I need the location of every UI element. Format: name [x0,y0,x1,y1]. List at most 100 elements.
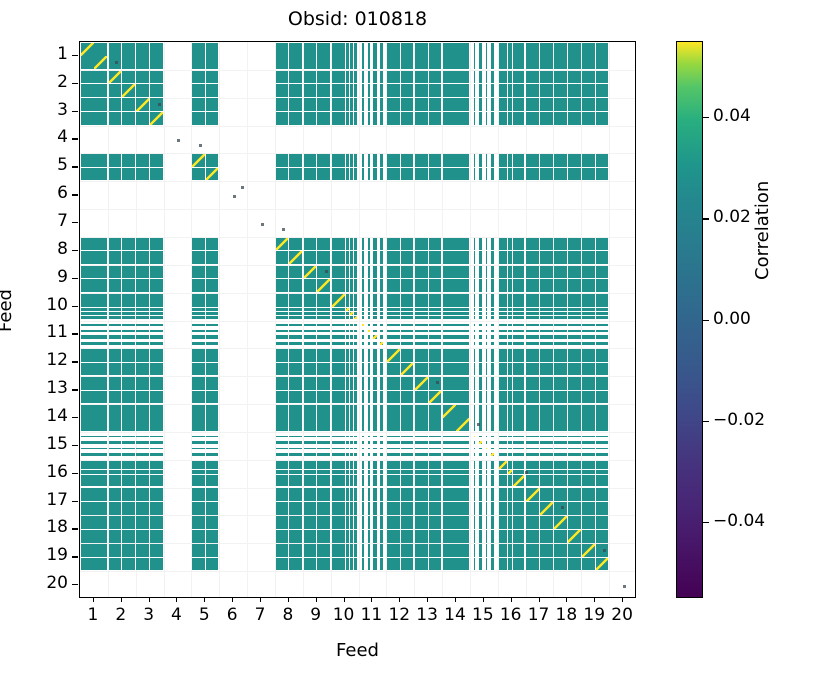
heatmap-cell [108,312,122,316]
heatmap-cell [317,42,330,56]
colorbar-tick-mark [703,522,709,524]
heatmap-cell [554,293,567,307]
heatmap-cell [400,529,414,543]
heatmap-cell [331,475,345,487]
heatmap-cell [595,329,609,332]
heatmap-cell [400,447,414,450]
heatmap-cell [354,469,358,475]
heatmap-cell [414,42,428,56]
heatmap-cell [479,435,482,438]
x-tick-mark [176,598,178,602]
heatmap-cell [303,154,317,167]
heatmap-cell [414,501,428,515]
heatmap-cell [317,112,330,125]
heatmap-cell [331,251,345,265]
heatmap-cell [94,501,108,515]
heatmap-cell [346,362,349,376]
heatmap-cell [350,544,354,557]
heatmap-cell [380,251,383,265]
heatmap-cell [80,323,94,327]
heatmap-cell [567,308,581,311]
heatmap-cell [567,251,581,265]
heatmap-cell [414,453,428,456]
heatmap-cell [94,70,108,84]
heatmap-cell [526,112,540,125]
heatmap-axes[interactable] [79,41,636,598]
heatmap-cell-diagonal [373,335,377,339]
heatmap-cell [526,237,540,251]
heatmap-cell [94,435,108,438]
heatmap-cell [122,544,135,557]
colorbar[interactable] [676,41,703,598]
heatmap-cell [428,329,442,332]
heatmap-cell [456,312,470,316]
heatmap-cell [414,98,428,112]
heatmap-cell [361,56,365,70]
heatmap-cell [387,488,400,502]
heatmap-cell [205,70,219,84]
heatmap-cell [192,488,205,502]
heatmap-cell [428,251,442,265]
heatmap-cell [380,84,383,97]
heatmap-cell [289,265,303,279]
heatmap-cell [507,404,513,418]
heatmap-cell [414,329,428,332]
heatmap-cell [80,335,94,339]
y-tick-label: 8 [57,238,68,259]
heatmap-cell [414,293,428,307]
heatmap-cell [346,279,349,292]
heatmap-cell [361,404,365,418]
heatmap-cell [303,418,317,432]
heatmap-cell [373,316,377,320]
heatmap-cell [150,70,163,84]
x-tick-label: 17 [527,605,550,625]
heatmap-cell [331,98,345,112]
heatmap-cell [554,557,567,571]
heatmap-cell [507,418,513,432]
heatmap-cell [513,329,525,332]
gridline-vertical [358,42,360,597]
heatmap-cell [317,98,330,112]
heatmap-cell [303,435,317,438]
heatmap-cell [205,557,219,571]
heatmap-cell [108,516,122,529]
heatmap-cell [387,441,400,444]
heatmap-cell [317,460,330,469]
heatmap-cell [387,390,400,404]
heatmap-cell [456,349,470,362]
heatmap-cell [150,516,163,529]
heatmap-cell [94,404,108,418]
heatmap-cell [400,441,414,444]
gridline-vertical [442,42,444,597]
heatmap-cell [582,167,595,181]
heatmap-cell [346,447,349,450]
heatmap-cell [400,390,414,404]
heatmap-cell [122,404,135,418]
heatmap-cell [303,237,317,251]
heatmap-cell [526,293,540,307]
heatmap-cell [80,251,94,265]
heatmap-cell [473,501,476,515]
heatmap-cell [456,501,470,515]
heatmap-cell [539,251,553,265]
heatmap-cell [373,544,377,557]
heatmap-marker-dot [241,186,245,190]
heatmap-cell [442,376,456,390]
heatmap-cell [354,312,358,316]
heatmap-cell [350,70,354,84]
heatmap-cell [361,516,365,529]
heatmap-cell [346,342,349,345]
heatmap-cell [479,469,482,475]
heatmap-cell [582,488,595,502]
heatmap-cell [380,475,383,487]
heatmap-cell [582,435,595,438]
heatmap-cell [317,475,330,487]
heatmap-cell [498,404,507,418]
heatmap-cell [442,154,456,167]
heatmap-cell [94,362,108,376]
heatmap-cell [456,544,470,557]
heatmap-cell [350,349,354,362]
heatmap-cell [354,404,358,418]
x-tick-mark [427,598,429,602]
y-tick-label: 5 [57,155,68,176]
